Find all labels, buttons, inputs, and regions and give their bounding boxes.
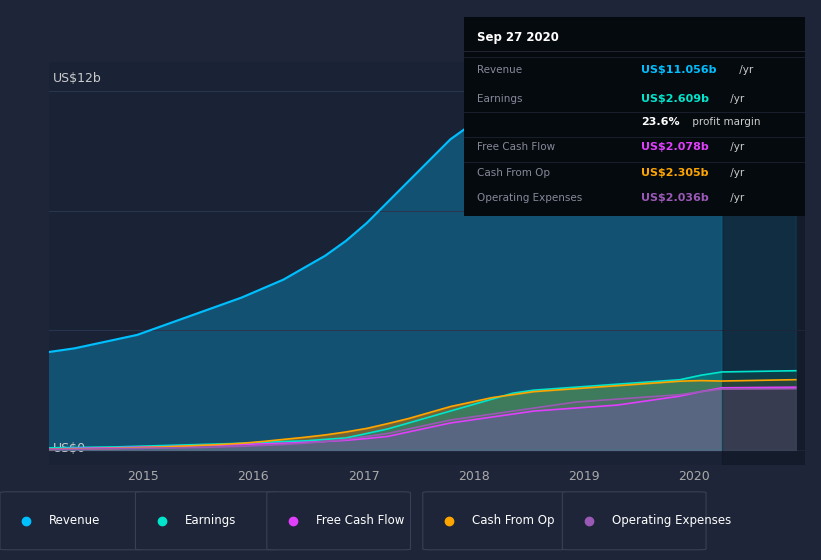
Text: Cash From Op: Cash From Op [478,168,551,178]
Text: Free Cash Flow: Free Cash Flow [316,514,405,528]
Text: US$2.305b: US$2.305b [641,168,709,178]
FancyBboxPatch shape [135,492,279,550]
Text: US$2.609b: US$2.609b [641,94,709,104]
Text: Operating Expenses: Operating Expenses [612,514,731,528]
Text: US$2.036b: US$2.036b [641,193,709,203]
Text: Sep 27 2020: Sep 27 2020 [478,31,559,44]
FancyBboxPatch shape [0,492,144,550]
FancyBboxPatch shape [562,492,706,550]
Text: /yr: /yr [727,193,744,203]
Text: /yr: /yr [727,142,744,152]
Text: US$11.056b: US$11.056b [641,66,717,76]
Text: US$12b: US$12b [53,72,102,85]
Text: profit margin: profit margin [689,117,760,127]
Text: /yr: /yr [727,94,744,104]
Text: Revenue: Revenue [49,514,101,528]
Text: /yr: /yr [727,168,744,178]
Text: Free Cash Flow: Free Cash Flow [478,142,556,152]
Text: Cash From Op: Cash From Op [472,514,554,528]
Text: Operating Expenses: Operating Expenses [478,193,583,203]
Text: US$0: US$0 [53,442,86,455]
FancyBboxPatch shape [423,492,566,550]
Text: Revenue: Revenue [478,66,523,76]
Text: 23.6%: 23.6% [641,117,680,127]
Text: /yr: /yr [736,66,754,76]
Bar [722,62,805,465]
FancyBboxPatch shape [267,492,410,550]
Text: Earnings: Earnings [185,514,236,528]
Text: US$2.078b: US$2.078b [641,142,709,152]
Text: Earnings: Earnings [478,94,523,104]
